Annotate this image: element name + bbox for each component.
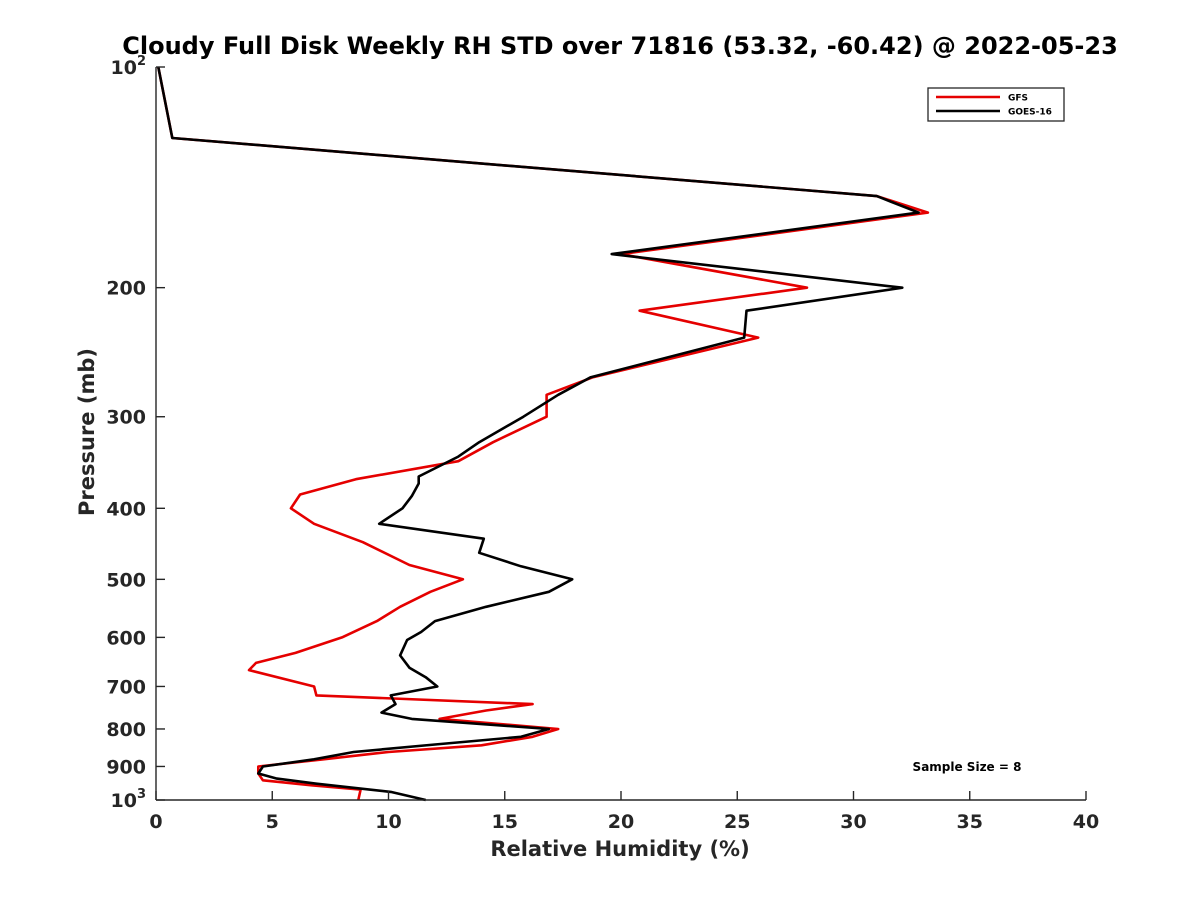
y-tick-label: 200: [106, 278, 146, 300]
y-tick-label: 300: [106, 407, 146, 429]
x-tick-label: 5: [266, 811, 279, 833]
x-tick-label: 10: [375, 811, 401, 833]
legend: GFS GOES-16: [927, 87, 1065, 122]
y-tick-label: 900: [106, 756, 146, 778]
x-axis-label: Relative Humidity (%): [490, 837, 749, 861]
y-tick-label: 102: [111, 54, 147, 79]
chart-title: Cloudy Full Disk Weekly RH STD over 7181…: [122, 32, 1118, 60]
sample-size-annotation: Sample Size = 8: [913, 760, 1022, 774]
legend-box: [927, 87, 1065, 122]
y-tick-label: 500: [106, 569, 146, 591]
y-tick-label: 800: [106, 719, 146, 741]
series-line-1: [157, 66, 920, 802]
x-tick-label: 30: [840, 811, 866, 833]
plot-area: 0 5 10 15 20 25 30 35 40 102 200 300 400 500 600 700 800…: [106, 54, 1099, 833]
x-tick-label: 25: [724, 811, 750, 833]
y-tick-label: 400: [106, 498, 146, 520]
x-tick-label: 15: [492, 811, 518, 833]
y-tick-label: 103: [111, 787, 147, 812]
series-line-0: [157, 66, 930, 801]
x-tick-label: 20: [608, 811, 634, 833]
y-axis-label: Pressure (mb): [75, 348, 99, 516]
y-tick-label: 600: [106, 627, 146, 649]
x-tick-label: 40: [1073, 811, 1099, 833]
y-tick-label: 700: [106, 676, 146, 698]
legend-label-1: GOES-16: [1008, 108, 1052, 118]
x-tick-label: 0: [149, 811, 162, 833]
legend-label-0: GFS: [1008, 94, 1028, 104]
x-tick-label: 35: [957, 811, 983, 833]
